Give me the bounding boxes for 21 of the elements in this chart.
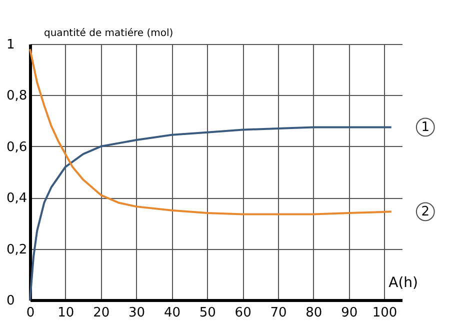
x-tick-label: 50	[199, 306, 216, 320]
y-tick-label: 0,2	[6, 242, 28, 258]
y-tick-label: 0	[6, 294, 15, 308]
x-tick-label: 40	[164, 306, 180, 320]
line-series	[29, 48, 392, 216]
x-tick-label: 70	[270, 306, 287, 320]
x-axis-title: A(h)	[388, 275, 418, 291]
y-axis-title: quantité de matiére (mol)	[44, 28, 174, 39]
y-tick-label: 0,8	[6, 88, 28, 104]
y-tick-label: 0,6	[6, 140, 28, 155]
text: 1	[421, 120, 430, 136]
x-tick-label: 60	[234, 306, 252, 320]
x-tick-label: 10	[58, 306, 74, 320]
text: 2	[421, 204, 430, 220]
x-tick-label: 30	[128, 306, 146, 320]
x-tick-label: 20	[93, 306, 110, 320]
y-tick-label: 1	[6, 38, 15, 52]
x-tick-label: 80	[306, 306, 322, 320]
y-tick-label: 0,4	[6, 191, 28, 206]
x-tick-label: 90	[341, 306, 358, 320]
x-tick-label: 100	[372, 306, 398, 320]
